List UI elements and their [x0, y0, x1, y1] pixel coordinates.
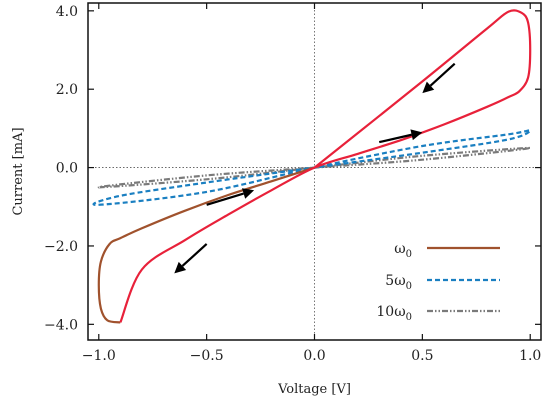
direction-arrow-head [241, 188, 255, 199]
series-upper-branch [119, 9, 532, 323]
y-tick-label: −2.0 [44, 239, 78, 255]
series-group [92, 9, 532, 324]
legend-label: ω0 [394, 241, 412, 260]
legend-label: 5ω0 [385, 273, 412, 292]
series-lower-branch [97, 166, 315, 324]
direction-arrow-head [422, 81, 435, 94]
legend: ω0 5ω0 10ω0 [376, 241, 500, 323]
direction-arrow-shaft [181, 243, 208, 267]
direction-arrow-head [174, 261, 187, 274]
direction-arrow-shaft [206, 192, 244, 206]
legend-label: 10ω0 [376, 304, 412, 323]
x-tick-label: 1.0 [519, 348, 541, 364]
x-tick-label: −1.0 [82, 348, 116, 364]
series-loop-2 [97, 146, 532, 189]
direction-arrow-shaft [378, 133, 412, 144]
arrows-group [174, 62, 456, 274]
y-tick-label: 2.0 [56, 82, 78, 98]
x-tick-label: 0.5 [411, 348, 433, 364]
x-tick-label: 0.0 [303, 348, 325, 364]
x-axis-label: Voltage [V] [277, 382, 351, 397]
direction-arrow-head [410, 129, 423, 141]
series-loop-1 [92, 129, 532, 206]
direction-arrow-shaft [429, 62, 456, 87]
y-tick-label: 0.0 [56, 161, 78, 177]
y-tick-label: −4.0 [44, 317, 78, 333]
axis-ticks: −1.0 −0.5 0.0 0.5 1.0 −4.0 −2.0 0.0 2.0 4.0 [44, 3, 541, 364]
y-tick-label: 4.0 [56, 4, 78, 20]
y-axis-label: Current [mA] [11, 127, 26, 215]
x-tick-label: −0.5 [190, 348, 224, 364]
